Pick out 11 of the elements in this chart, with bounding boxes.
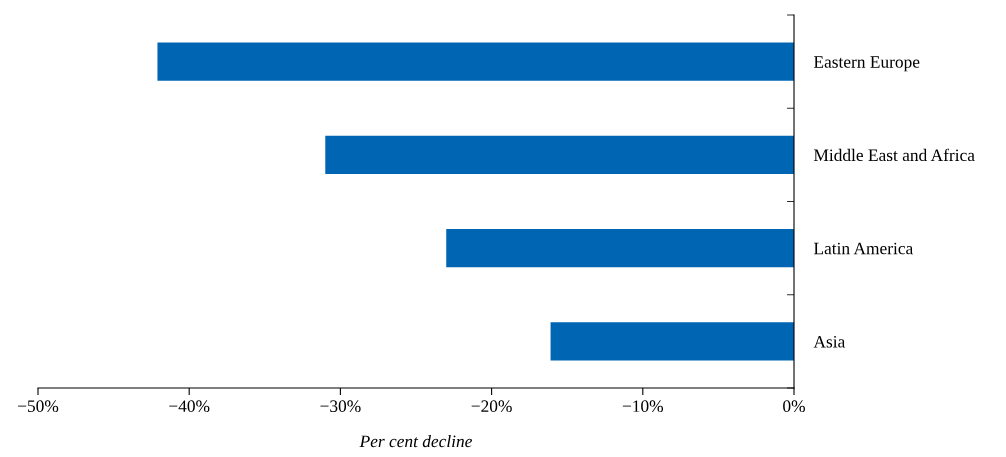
x-tick-label: −20% <box>471 400 512 413</box>
x-tick-label: −40% <box>169 400 210 413</box>
y-tick-label: Latin America <box>813 242 913 255</box>
x-tick-label: −10% <box>622 400 664 413</box>
x-axis-title: Per cent decline <box>359 434 472 448</box>
x-tick-label: −50% <box>18 400 59 413</box>
y-tick-label: Middle East and Africa <box>813 148 975 162</box>
x-tick-label: 0% <box>783 400 805 413</box>
x-tick-label: −30% <box>320 400 361 413</box>
y-tick-label: Asia <box>813 335 846 348</box>
y-tick-label: Eastern Europe <box>813 56 920 72</box>
